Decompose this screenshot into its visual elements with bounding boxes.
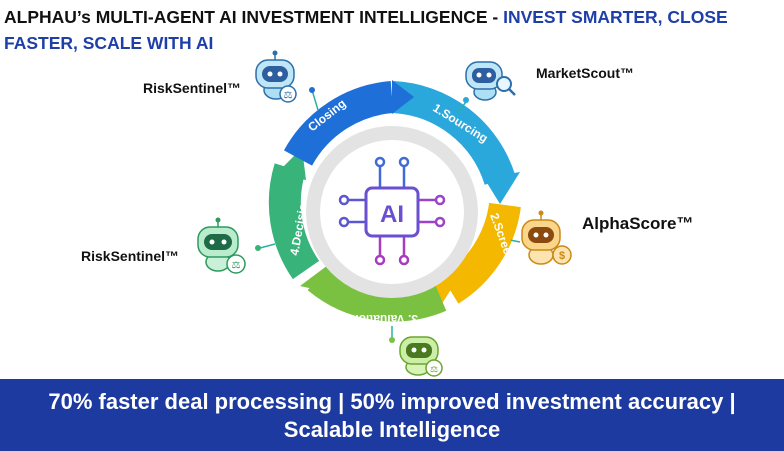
robot-valuation-icon: ⚖ <box>399 336 443 377</box>
arrow-sourcing <box>484 172 520 204</box>
robot-marketscout-icon <box>465 61 516 101</box>
title-main: ALPHAU’s MULTI-AGENT AI INVESTMENT INTEL… <box>4 7 504 27</box>
title-accent: INVEST SMARTER, CLOSE FASTER, SCALE WITH… <box>4 7 728 53</box>
connectors <box>255 87 521 343</box>
stage-label-valuation: 3. Valuation <box>351 312 418 326</box>
ring-segment-closing <box>283 81 394 167</box>
banner-line-2: Scalable Intelligence <box>283 417 501 442</box>
svg-text:$: $ <box>559 250 565 262</box>
svg-text:⚖: ⚖ <box>232 260 241 271</box>
agent-label-risksentinel-left: RiskSentinel™ <box>81 248 180 264</box>
agent-label-alphascore: AlphaScore™ <box>582 214 694 233</box>
banner-line-1: 70% faster deal processing | 50% improve… <box>48 389 736 414</box>
cycle-ring <box>268 80 521 322</box>
center-ai-label: AI <box>380 201 404 228</box>
page-title: ALPHAU’s MULTI-AGENT AI INVESTMENT INTEL… <box>4 4 774 56</box>
ring-segment-decision <box>268 163 320 280</box>
robot-alphascore-icon: $ <box>521 210 572 265</box>
robot-risksentinel-left-icon: ⚖ <box>197 217 246 274</box>
svg-text:⚖: ⚖ <box>284 90 293 101</box>
center-disc-inner <box>320 140 464 284</box>
ai-chip-icon: AI <box>338 156 446 266</box>
ring-segment-screening <box>441 202 521 304</box>
results-banner: 70% faster deal processing | 50% improve… <box>0 379 784 451</box>
svg-text:⚖: ⚖ <box>430 365 438 375</box>
arrow-closing <box>392 80 414 114</box>
agent-label-risksentinel-top: RiskSentinel™ <box>143 80 242 96</box>
arrow-valuation <box>300 262 336 294</box>
agent-label-marketscout: MarketScout™ <box>536 65 635 81</box>
ai-cycle-diagram: 1.Sourcing 2.Screening 3. Valuation 4.De… <box>197 50 572 377</box>
robot-risksentinel-top-icon: ⚖ <box>255 50 297 103</box>
